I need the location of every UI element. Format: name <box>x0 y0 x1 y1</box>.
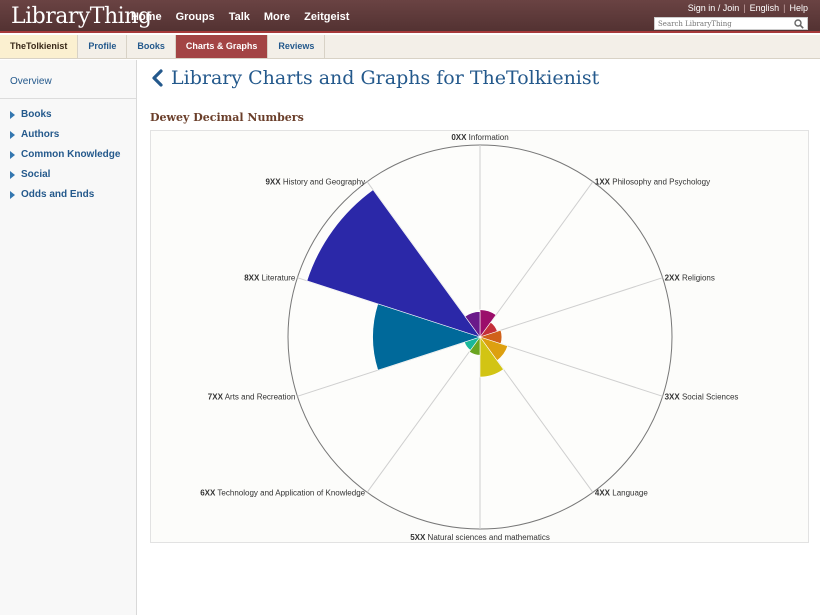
chart-label-code: 7XX <box>208 392 224 401</box>
sidebar: Overview Books Authors Common Knowledge … <box>0 60 137 615</box>
sidebar-item-label: Common Knowledge <box>21 149 121 160</box>
profile-tabs: TheTolkienist Profile Books Charts & Gra… <box>0 35 820 59</box>
chart-label-code: 2XX <box>665 274 681 283</box>
chart-label-7xx: 7XX Arts and Recreation <box>208 392 296 401</box>
section-title: Dewey Decimal Numbers <box>150 111 304 124</box>
chart-label-2xx: 2XX Religions <box>665 274 715 283</box>
tab-thetolkienist[interactable]: TheTolkienist <box>0 35 79 58</box>
chart-wedge-0xx[interactable] <box>479 309 497 338</box>
chart-label-3xx: 3XX Social Sciences <box>665 392 739 401</box>
chart-label-5xx: 5XX Natural sciences and mathematics <box>410 533 550 542</box>
tab-reviews[interactable]: Reviews <box>268 35 326 58</box>
triangle-right-icon <box>10 151 15 159</box>
sidebar-item-common-knowledge[interactable]: Common Knowledge <box>0 149 136 169</box>
chart-radial-line <box>479 181 594 338</box>
nav-more[interactable]: More <box>263 11 291 23</box>
tab-charts-graphs[interactable]: Charts & Graphs <box>175 35 269 58</box>
language-link[interactable]: English <box>749 3 780 13</box>
nav-home[interactable]: Home <box>131 11 162 23</box>
chart-label-code: 4XX <box>595 488 611 497</box>
triangle-right-icon <box>10 111 15 119</box>
utility-separator: | <box>783 3 786 13</box>
chart-label-code: 8XX <box>244 274 260 283</box>
page-title-text: Library Charts and Graphs for TheTolkien… <box>171 67 600 89</box>
sidebar-menu: Books Authors Common Knowledge Social Od… <box>0 99 136 209</box>
chart-label-1xx: 1XX Philosophy and Psychology <box>595 178 710 187</box>
sidebar-item-social[interactable]: Social <box>0 169 136 189</box>
search-icon[interactable] <box>794 19 804 29</box>
dewey-polar-chart: 0XX Information 1XX Philosophy and Psycho… <box>200 133 739 542</box>
chart-wedge-4xx[interactable] <box>479 336 504 378</box>
chart-label-8xx: 8XX Literature <box>244 274 296 283</box>
main-nav: Home Groups Talk More Zeitgeist <box>124 0 356 33</box>
chart-radial-line <box>479 336 663 397</box>
chart-label-name: Information <box>466 133 508 142</box>
chart-label-code: 6XX <box>200 488 216 497</box>
tab-books[interactable]: Books <box>127 35 176 58</box>
chart-label-code: 3XX <box>665 392 681 401</box>
chart-label-code: 9XX <box>265 178 281 187</box>
chart-label-code: 0XX <box>451 133 467 142</box>
sidebar-item-label: Social <box>21 169 51 180</box>
chart-label-code: 5XX <box>410 533 426 542</box>
site-logo[interactable]: LibraryThing <box>11 4 152 29</box>
sidebar-item-label: Authors <box>21 129 60 140</box>
chart-radial-line <box>366 336 481 493</box>
sidebar-item-authors[interactable]: Authors <box>0 129 136 149</box>
chart-label-name: Arts and Recreation <box>223 392 295 401</box>
chart-label-0xx: 0XX Information <box>451 133 508 142</box>
top-header: LibraryThing Home Groups Talk More Zeitg… <box>0 0 820 33</box>
chart-radial-line <box>479 277 663 338</box>
search-input[interactable] <box>655 18 791 29</box>
triangle-right-icon <box>10 191 15 199</box>
sidebar-item-odds-and-ends[interactable]: Odds and Ends <box>0 189 136 209</box>
sidebar-item-label: Books <box>21 109 52 120</box>
utility-links: Sign in / Join | English | Help <box>688 3 808 13</box>
chart-label-6xx: 6XX Technology and Application of Knowle… <box>200 488 365 497</box>
chart-label-name: Natural sciences and mathematics <box>425 533 550 542</box>
nav-zeitgeist[interactable]: Zeitgeist <box>304 11 350 23</box>
chevron-left-icon[interactable] <box>150 69 164 87</box>
nav-talk[interactable]: Talk <box>228 11 250 23</box>
chart-label-name: Language <box>610 488 648 497</box>
chart-label-code: 1XX <box>595 178 611 187</box>
nav-groups[interactable]: Groups <box>175 11 215 23</box>
chart-label-name: Literature <box>259 274 296 283</box>
sidebar-overview[interactable]: Overview <box>0 60 136 99</box>
help-link[interactable]: Help <box>789 3 808 13</box>
sidebar-item-books[interactable]: Books <box>0 109 136 129</box>
chart-label-name: Religions <box>680 274 715 283</box>
chart-label-4xx: 4XX Language <box>595 488 648 497</box>
chart-wedge-5xx[interactable] <box>468 336 481 356</box>
chart-label-9xx: 9XX History and Geography <box>265 178 365 187</box>
dewey-chart: 0XX Information 1XX Philosophy and Psycho… <box>150 130 809 543</box>
page-title: Library Charts and Graphs for TheTolkien… <box>150 67 599 89</box>
search-box <box>654 17 808 30</box>
chart-label-name: Technology and Application of Knowledge <box>215 488 365 497</box>
utility-separator: | <box>743 3 746 13</box>
triangle-right-icon <box>10 171 15 179</box>
chart-wedge-8xx[interactable] <box>306 189 481 338</box>
triangle-right-icon <box>10 131 15 139</box>
chart-label-name: Philosophy and Psychology <box>610 178 710 187</box>
chart-wedge-9xx[interactable] <box>464 311 481 338</box>
chart-label-name: Social Sciences <box>680 392 739 401</box>
sidebar-item-label: Odds and Ends <box>21 189 95 200</box>
sign-in-link[interactable]: Sign in / Join <box>687 3 740 13</box>
chart-label-name: History and Geography <box>281 178 366 187</box>
tab-profile[interactable]: Profile <box>78 35 128 58</box>
